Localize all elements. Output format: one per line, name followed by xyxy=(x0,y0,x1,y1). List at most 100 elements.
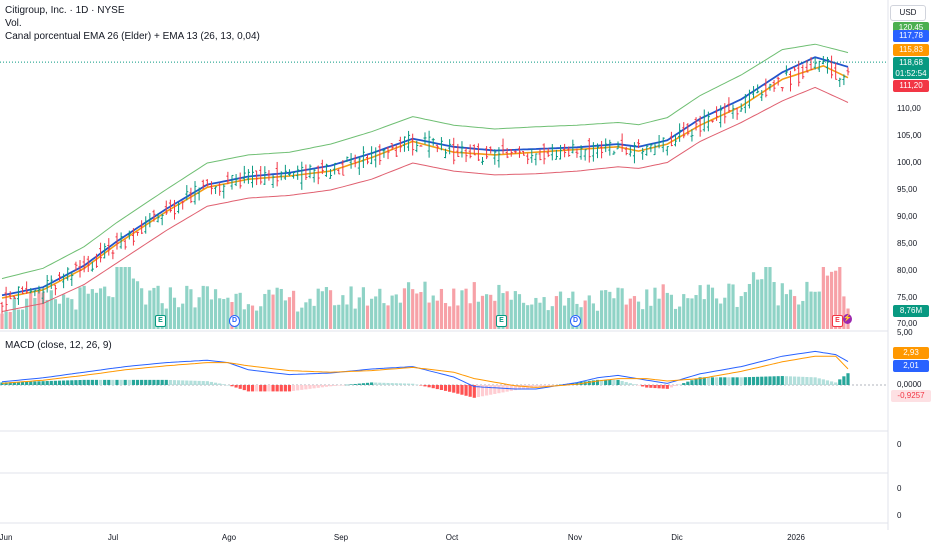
macd-histogram-bar xyxy=(682,383,686,385)
volume-bar xyxy=(386,305,390,329)
macd-histogram-bar xyxy=(780,376,784,385)
macd-histogram-bar xyxy=(772,376,776,385)
x-label-2026: 2026 xyxy=(787,533,805,542)
volume-bar xyxy=(62,294,66,329)
macd-histogram-bar xyxy=(152,379,156,385)
macd-histogram-bar xyxy=(394,383,398,385)
price-tick-110: 110,00 xyxy=(897,104,921,113)
volume-bar xyxy=(599,290,604,329)
volume-bar xyxy=(468,303,472,329)
dividend-marker-ago[interactable]: D xyxy=(229,315,240,327)
dividend-marker-nov[interactable]: D xyxy=(570,315,581,327)
macd-histogram-bar xyxy=(316,385,320,388)
macd-histogram-bar xyxy=(521,385,526,390)
volume-bar xyxy=(86,293,90,329)
price-tick-105: 105,00 xyxy=(897,131,922,140)
volume-bar xyxy=(452,288,456,329)
price-tick-100: 100,00 xyxy=(897,158,922,167)
macd-histogram-bar xyxy=(542,385,546,387)
volume-bar xyxy=(296,311,300,329)
indicator-legend[interactable]: Canal porcentual EMA 26 (Elder) + EMA 13… xyxy=(5,31,260,42)
macd-histogram-bar xyxy=(41,381,45,385)
volume-bar xyxy=(517,294,522,329)
macd-histogram-bar xyxy=(107,379,111,385)
macd-histogram-bar xyxy=(468,385,472,397)
volume-bar xyxy=(353,308,357,329)
volume-bar xyxy=(829,271,834,329)
macd-histogram-bar xyxy=(86,379,90,385)
volume-bar xyxy=(349,286,353,329)
macd-histogram-bar xyxy=(135,379,140,385)
macd-histogram-bar xyxy=(337,385,341,386)
volume-legend[interactable]: Vol. xyxy=(5,18,22,29)
volume-bar xyxy=(378,288,382,329)
macd-histogram-bar xyxy=(238,385,242,389)
volume-bar xyxy=(398,302,402,329)
macd-histogram-bar xyxy=(378,382,382,385)
macd-histogram-bar xyxy=(645,385,649,388)
macd-histogram-bar xyxy=(296,385,300,391)
ema26-badge: 117,78 xyxy=(893,30,929,42)
macd-histogram-bar xyxy=(838,379,842,385)
volume-bar xyxy=(764,267,768,329)
volume-bar xyxy=(595,310,600,329)
macd-histogram-bar xyxy=(25,381,29,385)
macd-histogram-bar xyxy=(784,376,788,385)
earnings-marker-upcoming[interactable]: E xyxy=(832,315,843,327)
macd-histogram-bar xyxy=(690,380,694,385)
volume-bar xyxy=(554,296,559,329)
macd-histogram-bar xyxy=(246,385,251,392)
macd-histogram-bar xyxy=(809,377,813,385)
volume-bar xyxy=(632,296,637,329)
macd-histogram-bar xyxy=(176,380,181,385)
symbol-title[interactable]: Citigroup, Inc. · 1D · NYSE xyxy=(5,5,125,16)
volume-bar xyxy=(563,305,567,329)
macd-histogram-bar xyxy=(353,383,357,385)
volume-bar xyxy=(144,304,148,329)
macd-legend[interactable]: MACD (close, 12, 26, 9) xyxy=(5,340,112,351)
macd-histogram-bar xyxy=(115,379,119,385)
volume-bar xyxy=(435,300,439,329)
volume-bar xyxy=(57,303,62,329)
upper-band-line xyxy=(1,43,849,280)
bar-countdown: 01:52:54 xyxy=(895,69,927,78)
macd-histogram-bar xyxy=(612,379,616,385)
volume-bar xyxy=(825,275,830,329)
macd-histogram-bar xyxy=(797,376,801,385)
earnings-marker-jul[interactable]: E xyxy=(155,315,166,327)
macd-histogram-bar xyxy=(406,383,411,385)
macd-histogram-bar xyxy=(842,376,846,385)
macd-histogram-bar xyxy=(287,385,292,392)
volume-bar xyxy=(304,302,308,329)
volume-bar xyxy=(82,285,86,329)
macd-histogram-bar xyxy=(365,382,370,385)
volume-bar xyxy=(271,294,275,329)
macd-histogram-bar xyxy=(345,384,349,386)
macd-histogram-bar xyxy=(357,383,361,385)
macd-histogram-bar xyxy=(279,385,283,392)
macd-histogram-bar xyxy=(431,385,435,389)
macd-histogram-bar xyxy=(571,382,575,385)
volume-bar xyxy=(246,304,251,329)
macd-histogram-bar xyxy=(587,380,591,385)
volume-bar xyxy=(345,304,349,329)
volume-bar xyxy=(49,290,53,329)
macd-histogram-bar xyxy=(530,385,534,389)
macd-histogram-bar xyxy=(694,378,698,385)
volume-bar xyxy=(238,292,242,329)
volume-bar xyxy=(476,301,480,329)
macd-histogram-bar xyxy=(846,373,850,385)
split-marker[interactable]: ⚡ xyxy=(843,314,852,324)
price-tick-75: 75,00 xyxy=(897,293,918,302)
macd-histogram-bar xyxy=(62,380,66,385)
macd-histogram-bar xyxy=(665,385,669,389)
macd-histogram-bar xyxy=(209,381,214,385)
earnings-marker-oct[interactable]: E xyxy=(496,315,507,327)
macd-histogram-bar xyxy=(776,376,780,385)
currency-button[interactable]: USD xyxy=(890,5,926,21)
macd-histogram-bar xyxy=(439,385,444,390)
volume-bar xyxy=(443,303,448,329)
macd-histogram-bar xyxy=(185,380,189,385)
macd-histogram-bar xyxy=(361,383,365,385)
